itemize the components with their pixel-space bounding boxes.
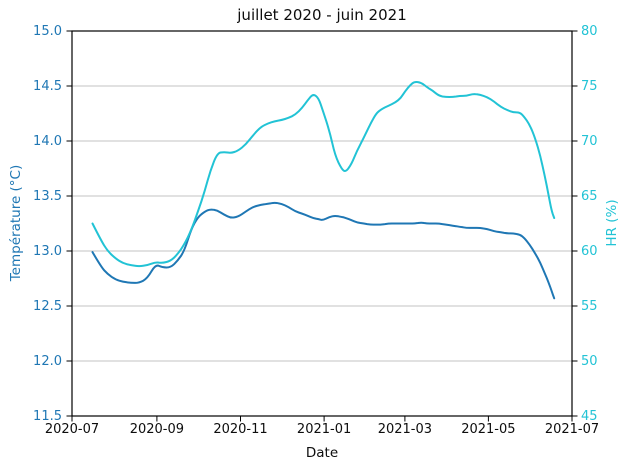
y-right-tick-label: 80 [581,23,598,39]
x-tick-label: 2020-09 [129,422,185,437]
y-left-tick-label: 14.0 [33,133,62,149]
x-tick-label: 2021-07 [544,422,600,437]
y-right-tick-label: 45 [581,408,598,424]
x-axis-label: Date [305,445,339,461]
y-axis-label-left: Température (°C) [8,164,24,282]
y-left-tick-label: 13.5 [33,188,62,204]
y-right-tick-label: 55 [581,298,598,314]
x-tick-label: 2021-03 [377,422,433,437]
x-tick-label: 2021-01 [296,422,352,437]
y-left-tick-label: 12.5 [33,298,62,314]
x-tick-label: 2020-07 [44,422,100,437]
y-right-tick-label: 70 [581,133,598,149]
y-left-tick-label: 11.5 [33,408,62,424]
y-axis-label-right: HR (%) [604,199,620,247]
y-right-tick-label: 75 [581,78,598,94]
temperature-line [91,201,556,300]
y-left-tick-label: 13.0 [33,243,62,259]
y-right-tick-label: 50 [581,353,598,369]
y-left-tick-label: 14.5 [33,78,62,94]
x-tick-label: 2020-11 [213,422,268,437]
y-right-tick-label: 60 [581,243,598,259]
plot-frame [71,30,573,417]
chart-title: juillet 2020 - juin 2021 [237,6,407,24]
y-left-tick-label: 12.0 [33,353,62,369]
y-left-tick-label: 15.0 [33,23,62,39]
x-tick-label: 2021-05 [461,422,516,437]
y-right-tick-label: 65 [581,188,598,204]
hr-line [91,80,556,268]
